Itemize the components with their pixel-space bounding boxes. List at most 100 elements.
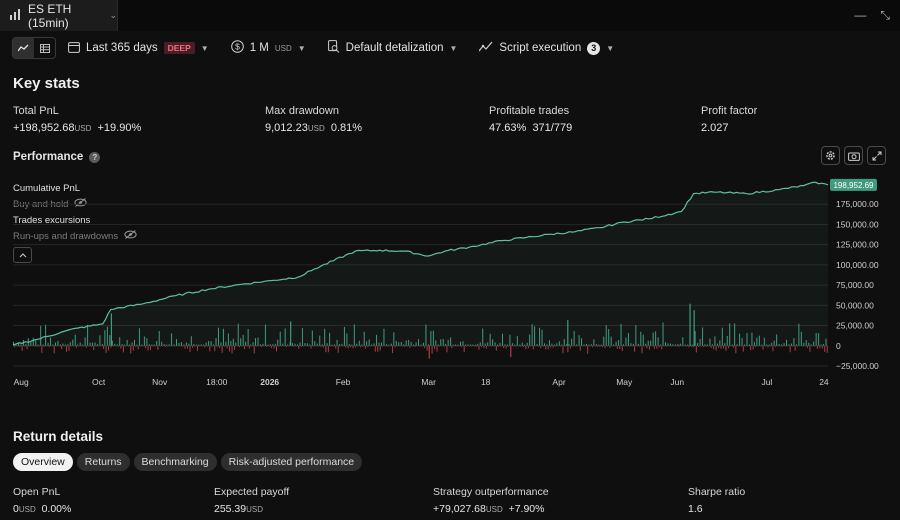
run-up-bar bbox=[524, 344, 526, 346]
legend-item[interactable]: Cumulative PnL bbox=[13, 180, 137, 196]
script-execution-dropdown[interactable]: Script execution 3 ▼ bbox=[478, 41, 614, 56]
return-details-title: Return details bbox=[13, 429, 104, 444]
drawdown-bar bbox=[137, 345, 139, 350]
drawdown-bar bbox=[725, 345, 727, 351]
strategy-tab[interactable]: ES ETH (15min) ⌄ bbox=[0, 0, 118, 31]
drawdown-bar bbox=[325, 345, 327, 353]
drawdown-bar bbox=[542, 345, 544, 347]
run-up-bar bbox=[694, 331, 696, 346]
drawdown-bar bbox=[152, 345, 154, 347]
drawdown-bar bbox=[231, 345, 233, 354]
run-up-bar bbox=[299, 342, 301, 346]
run-up-bar bbox=[440, 339, 442, 346]
drawdown-bar bbox=[483, 345, 485, 348]
capital-dropdown[interactable]: $ 1 M USD ▼ bbox=[230, 40, 306, 56]
legend-item[interactable]: Trades excursions bbox=[13, 212, 137, 228]
run-up-bar bbox=[62, 343, 64, 346]
performance-chart[interactable]: 175,000.00 150,000.00 125,000.00 100,000.00… bbox=[0, 176, 900, 391]
drawdown-bar bbox=[258, 345, 260, 347]
run-up-bar bbox=[290, 321, 292, 346]
run-up-bar bbox=[245, 341, 247, 346]
drawdown-bar bbox=[273, 345, 275, 349]
drawdown-bar bbox=[352, 345, 354, 349]
date-range-dropdown[interactable]: Last 365 days DEEP ▼ bbox=[68, 41, 209, 56]
run-up-bar bbox=[341, 343, 343, 346]
minimize-icon[interactable]: — bbox=[854, 8, 867, 22]
table-view-icon[interactable] bbox=[34, 38, 55, 58]
drawdown-bar bbox=[211, 345, 213, 347]
run-up-bar bbox=[17, 342, 19, 346]
drawdown-bar bbox=[485, 345, 487, 349]
drawdown-bar bbox=[811, 345, 813, 347]
drawdown-bar bbox=[117, 345, 119, 347]
drawdown-bar bbox=[441, 345, 443, 347]
run-up-bar bbox=[316, 343, 318, 346]
drawdown-bar bbox=[782, 345, 784, 347]
eye-off-icon[interactable] bbox=[74, 198, 88, 210]
run-up-bar bbox=[516, 335, 518, 346]
run-up-bar bbox=[126, 340, 128, 346]
drawdown-bar bbox=[387, 345, 389, 347]
settings-icon[interactable] bbox=[821, 146, 840, 165]
drawdown-bar bbox=[629, 345, 631, 347]
camera-icon[interactable] bbox=[844, 146, 863, 165]
help-icon[interactable]: ? bbox=[89, 151, 101, 163]
run-up-bar bbox=[94, 342, 96, 346]
tab-benchmarking[interactable]: Benchmarking bbox=[133, 453, 217, 471]
eye-off-icon[interactable] bbox=[124, 230, 137, 242]
run-up-bar bbox=[284, 328, 286, 346]
legend-item[interactable]: Run-ups and drawdowns bbox=[13, 228, 137, 244]
collapse-icon[interactable]: ⤡ bbox=[880, 8, 890, 22]
drawdown-bar bbox=[755, 345, 757, 348]
collapse-legend-button[interactable] bbox=[13, 247, 32, 263]
run-up-bar bbox=[709, 338, 711, 346]
run-up-bar bbox=[373, 343, 375, 346]
run-up-bar bbox=[390, 343, 392, 346]
drawdown-bar bbox=[545, 345, 547, 350]
run-up-bar bbox=[573, 331, 575, 346]
stat-value: 9,012.23USD 0.81% bbox=[265, 122, 362, 134]
x-tick-label: Mar bbox=[421, 377, 436, 387]
cumulative-pnl-line bbox=[12, 181, 829, 346]
run-up-bar bbox=[408, 339, 410, 346]
run-up-bar bbox=[788, 344, 790, 346]
run-up-bar bbox=[393, 332, 395, 346]
run-up-bar bbox=[519, 344, 521, 346]
drawdown-bar bbox=[372, 345, 374, 347]
run-up-bar bbox=[539, 327, 541, 346]
drawdown-bar bbox=[732, 345, 734, 348]
y-tick-label: 125,000.00 bbox=[836, 240, 879, 250]
drawdown-bar bbox=[584, 345, 586, 347]
run-up-bar bbox=[455, 344, 457, 346]
run-up-bar bbox=[297, 344, 299, 346]
tab-overview[interactable]: Overview bbox=[13, 453, 73, 471]
drawdown-bar bbox=[322, 345, 324, 348]
run-up-bar bbox=[432, 330, 434, 346]
run-up-bar bbox=[210, 341, 212, 346]
run-up-bar bbox=[101, 344, 103, 346]
run-up-bar bbox=[304, 343, 306, 346]
run-up-bar bbox=[615, 341, 617, 346]
drawdown-bar bbox=[317, 345, 319, 347]
drawdown-bar bbox=[458, 345, 460, 347]
tab-returns[interactable]: Returns bbox=[76, 453, 130, 471]
drawdown-bar bbox=[683, 345, 685, 347]
drawdown-bar bbox=[189, 345, 191, 352]
outperformance-unit: USD bbox=[485, 505, 503, 514]
drawdown-bar bbox=[456, 345, 458, 347]
chart-actions bbox=[821, 146, 886, 165]
chart-view-icon[interactable] bbox=[13, 38, 34, 58]
drawdown-bar bbox=[357, 345, 359, 347]
run-up-bar bbox=[561, 344, 563, 346]
drawdown-bar bbox=[436, 345, 438, 352]
drawdown-bar bbox=[330, 345, 332, 347]
return-details-tabs: Overview Returns Benchmarking Risk-adjus… bbox=[13, 453, 363, 471]
tab-risk-adjusted[interactable]: Risk-adjusted performance bbox=[220, 453, 363, 471]
detalization-dropdown[interactable]: Default detalization ▼ bbox=[327, 40, 457, 56]
run-up-bar bbox=[627, 333, 629, 346]
drawdown-bar bbox=[251, 345, 253, 347]
fullscreen-icon[interactable] bbox=[867, 146, 886, 165]
run-up-bar bbox=[445, 343, 447, 346]
drawdown-bar bbox=[253, 345, 255, 354]
drawdown-bar bbox=[214, 345, 216, 352]
